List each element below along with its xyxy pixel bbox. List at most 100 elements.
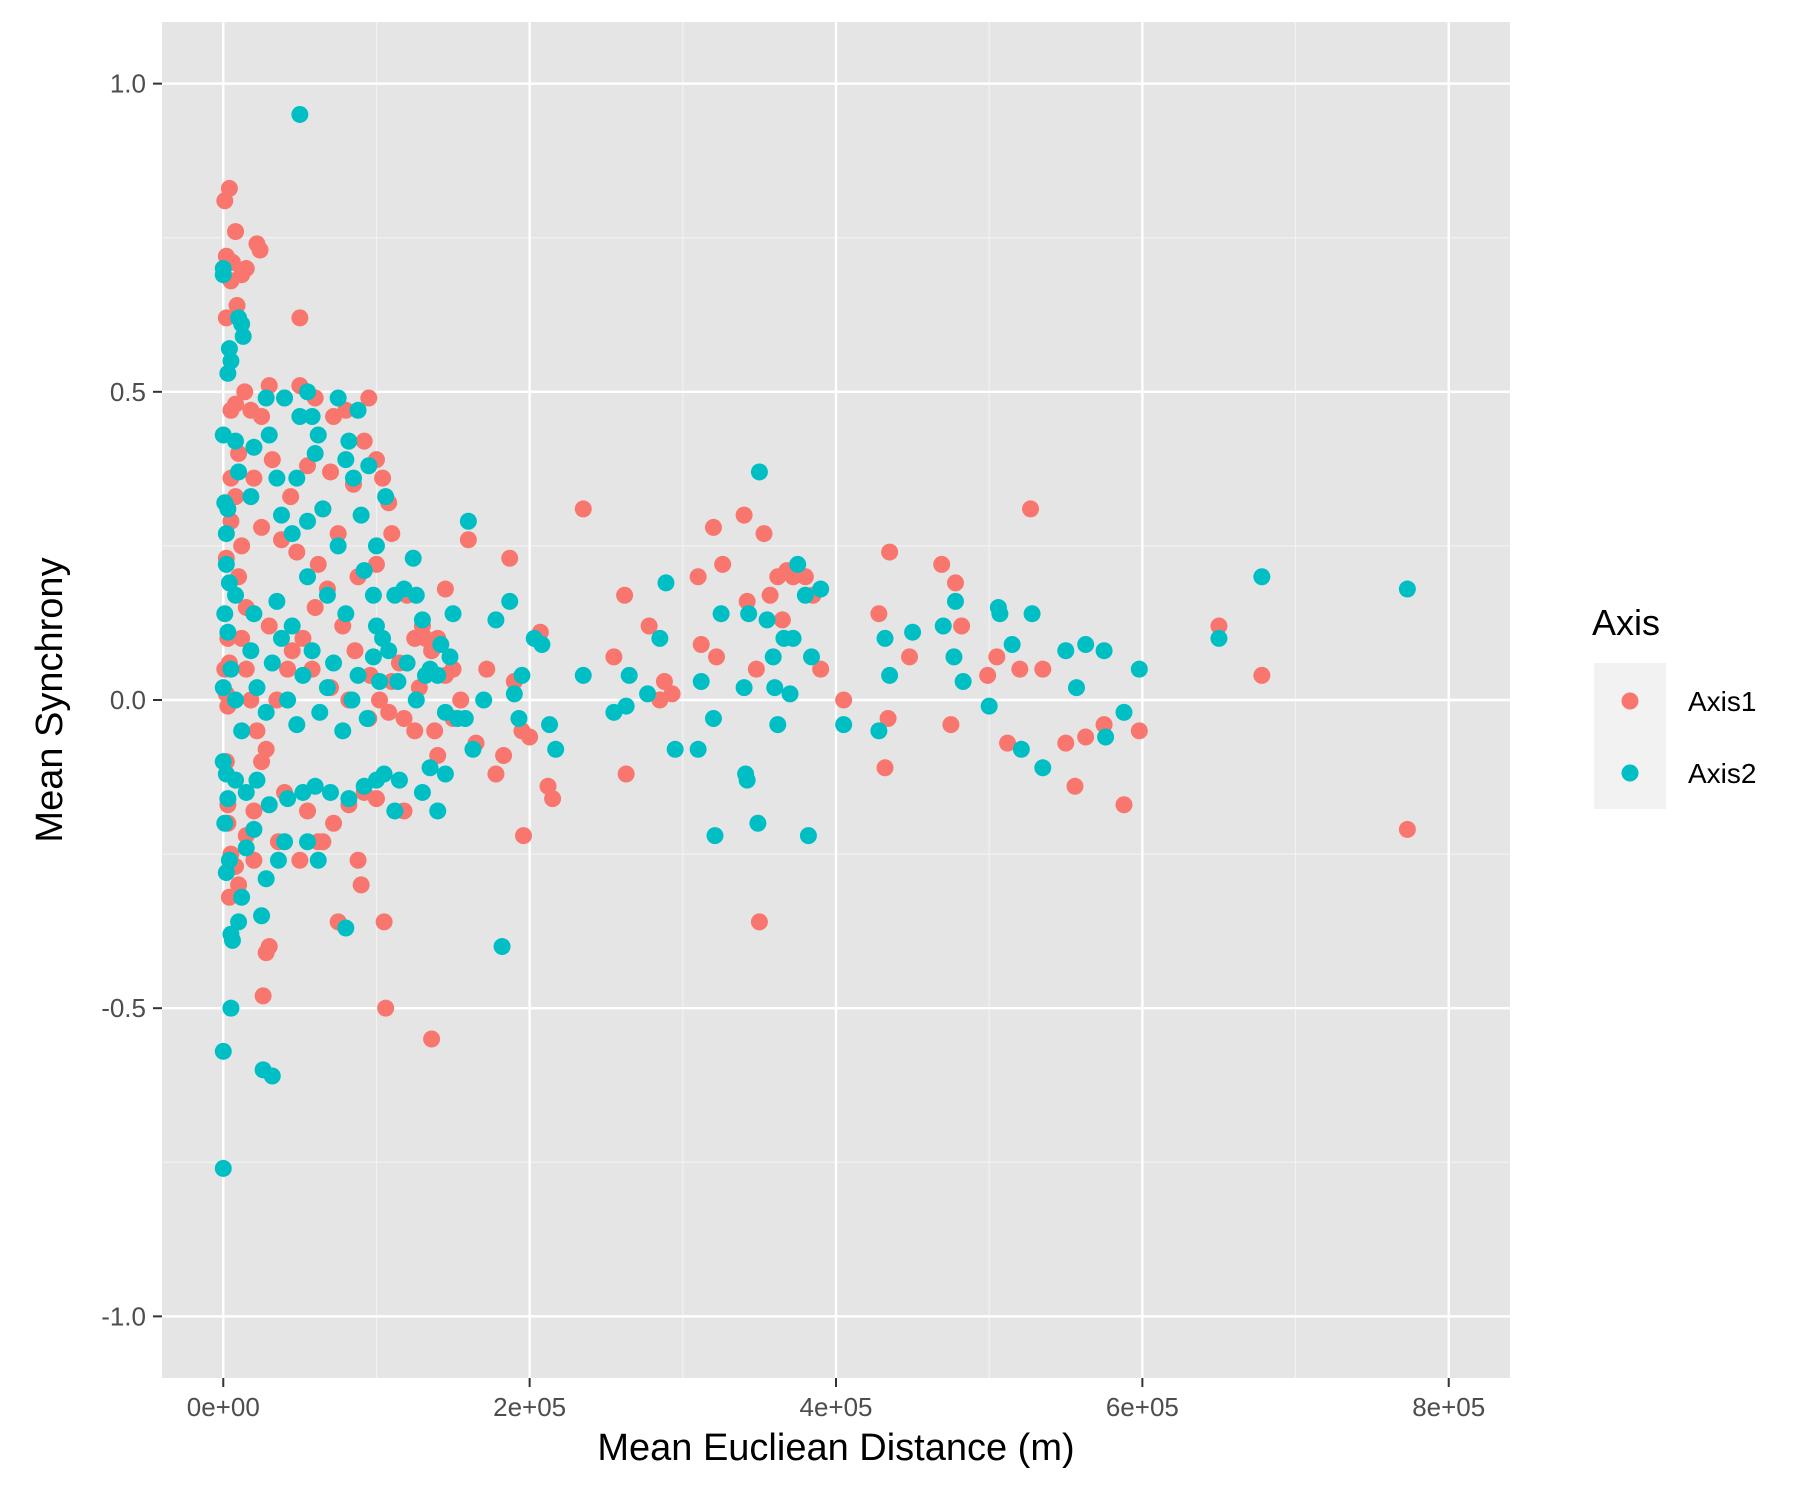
x-tick-label: 8e+05 bbox=[1412, 1392, 1485, 1422]
data-point bbox=[404, 549, 422, 567]
data-point bbox=[876, 629, 894, 647]
data-point bbox=[444, 605, 462, 623]
legend-items: Axis1 Axis2 bbox=[1594, 663, 1756, 809]
data-point bbox=[513, 666, 531, 684]
data-point bbox=[371, 691, 389, 709]
data-point bbox=[233, 722, 251, 740]
data-point bbox=[946, 574, 964, 592]
data-point bbox=[367, 537, 385, 555]
data-point bbox=[1022, 500, 1040, 518]
data-point bbox=[329, 537, 347, 555]
data-point bbox=[799, 827, 817, 845]
data-point bbox=[773, 611, 791, 629]
data-point bbox=[257, 870, 275, 888]
data-point bbox=[322, 783, 339, 801]
data-point bbox=[223, 931, 241, 949]
data-point bbox=[663, 685, 681, 703]
data-point bbox=[1130, 660, 1148, 678]
data-point bbox=[1067, 679, 1085, 697]
data-point bbox=[337, 919, 355, 937]
data-point bbox=[217, 525, 235, 543]
series-axis2 bbox=[214, 105, 1416, 1177]
data-point bbox=[1210, 629, 1228, 647]
data-point bbox=[750, 913, 768, 931]
data-point bbox=[291, 851, 309, 869]
data-point bbox=[574, 666, 592, 684]
data-point bbox=[426, 722, 444, 740]
data-point bbox=[227, 395, 245, 413]
data-point bbox=[253, 518, 271, 536]
data-point bbox=[263, 654, 281, 672]
data-point bbox=[220, 179, 238, 197]
data-point bbox=[230, 913, 248, 931]
data-point bbox=[954, 673, 972, 691]
data-point bbox=[501, 592, 519, 610]
y-tick-labels: -1.0 -0.5 0.0 0.5 1.0 bbox=[101, 69, 146, 1332]
data-point bbox=[248, 771, 266, 789]
data-point bbox=[1011, 660, 1029, 678]
data-point bbox=[276, 389, 294, 407]
data-point bbox=[272, 629, 290, 647]
data-point bbox=[934, 617, 952, 635]
data-point bbox=[942, 716, 960, 734]
data-point bbox=[870, 722, 888, 740]
data-point bbox=[429, 746, 447, 764]
data-point bbox=[796, 586, 814, 604]
data-point bbox=[617, 765, 635, 783]
x-axis-title: Mean Eucliean Distance (m) bbox=[597, 1427, 1074, 1469]
data-point bbox=[689, 740, 707, 758]
data-point bbox=[367, 790, 385, 808]
data-point bbox=[735, 506, 753, 524]
data-point bbox=[245, 802, 263, 820]
data-point bbox=[541, 716, 559, 734]
legend: Axis Axis1 Axis2 bbox=[1592, 602, 1756, 809]
data-point bbox=[254, 987, 272, 1005]
data-point bbox=[245, 438, 263, 456]
data-point bbox=[288, 543, 306, 561]
data-point bbox=[343, 691, 361, 709]
data-point bbox=[214, 679, 232, 697]
data-point bbox=[294, 666, 312, 684]
data-point bbox=[712, 605, 730, 623]
data-point bbox=[738, 771, 756, 789]
data-point bbox=[360, 457, 378, 475]
data-point bbox=[352, 506, 370, 524]
data-point bbox=[344, 469, 362, 487]
data-point bbox=[735, 679, 753, 697]
x-tick-label: 2e+05 bbox=[493, 1392, 566, 1422]
data-point bbox=[464, 740, 482, 758]
data-point bbox=[640, 617, 658, 635]
data-point bbox=[299, 568, 317, 586]
data-point bbox=[340, 790, 358, 808]
data-point bbox=[432, 636, 450, 654]
data-point bbox=[991, 605, 1009, 623]
data-point bbox=[704, 709, 722, 727]
data-point bbox=[714, 555, 732, 573]
data-point bbox=[750, 463, 768, 481]
data-point bbox=[377, 488, 395, 506]
data-point bbox=[493, 938, 511, 956]
data-point bbox=[299, 457, 317, 475]
y-tick-label: -1.0 bbox=[101, 1301, 146, 1331]
data-point bbox=[260, 617, 278, 635]
data-point bbox=[505, 685, 523, 703]
data-point bbox=[901, 648, 919, 666]
data-point bbox=[263, 451, 281, 469]
data-point bbox=[340, 432, 358, 450]
data-point bbox=[236, 383, 254, 401]
data-point bbox=[655, 673, 673, 691]
data-point bbox=[988, 648, 1006, 666]
legend-key-axis2 bbox=[1621, 764, 1639, 782]
data-point bbox=[1095, 716, 1113, 734]
data-point bbox=[945, 648, 963, 666]
data-point bbox=[475, 691, 493, 709]
data-point bbox=[1077, 636, 1095, 654]
data-point bbox=[421, 759, 439, 777]
data-point bbox=[1095, 642, 1113, 660]
data-point bbox=[620, 666, 638, 684]
data-point bbox=[283, 525, 301, 543]
data-point bbox=[666, 740, 684, 758]
data-point bbox=[692, 673, 710, 691]
data-point bbox=[441, 648, 459, 666]
